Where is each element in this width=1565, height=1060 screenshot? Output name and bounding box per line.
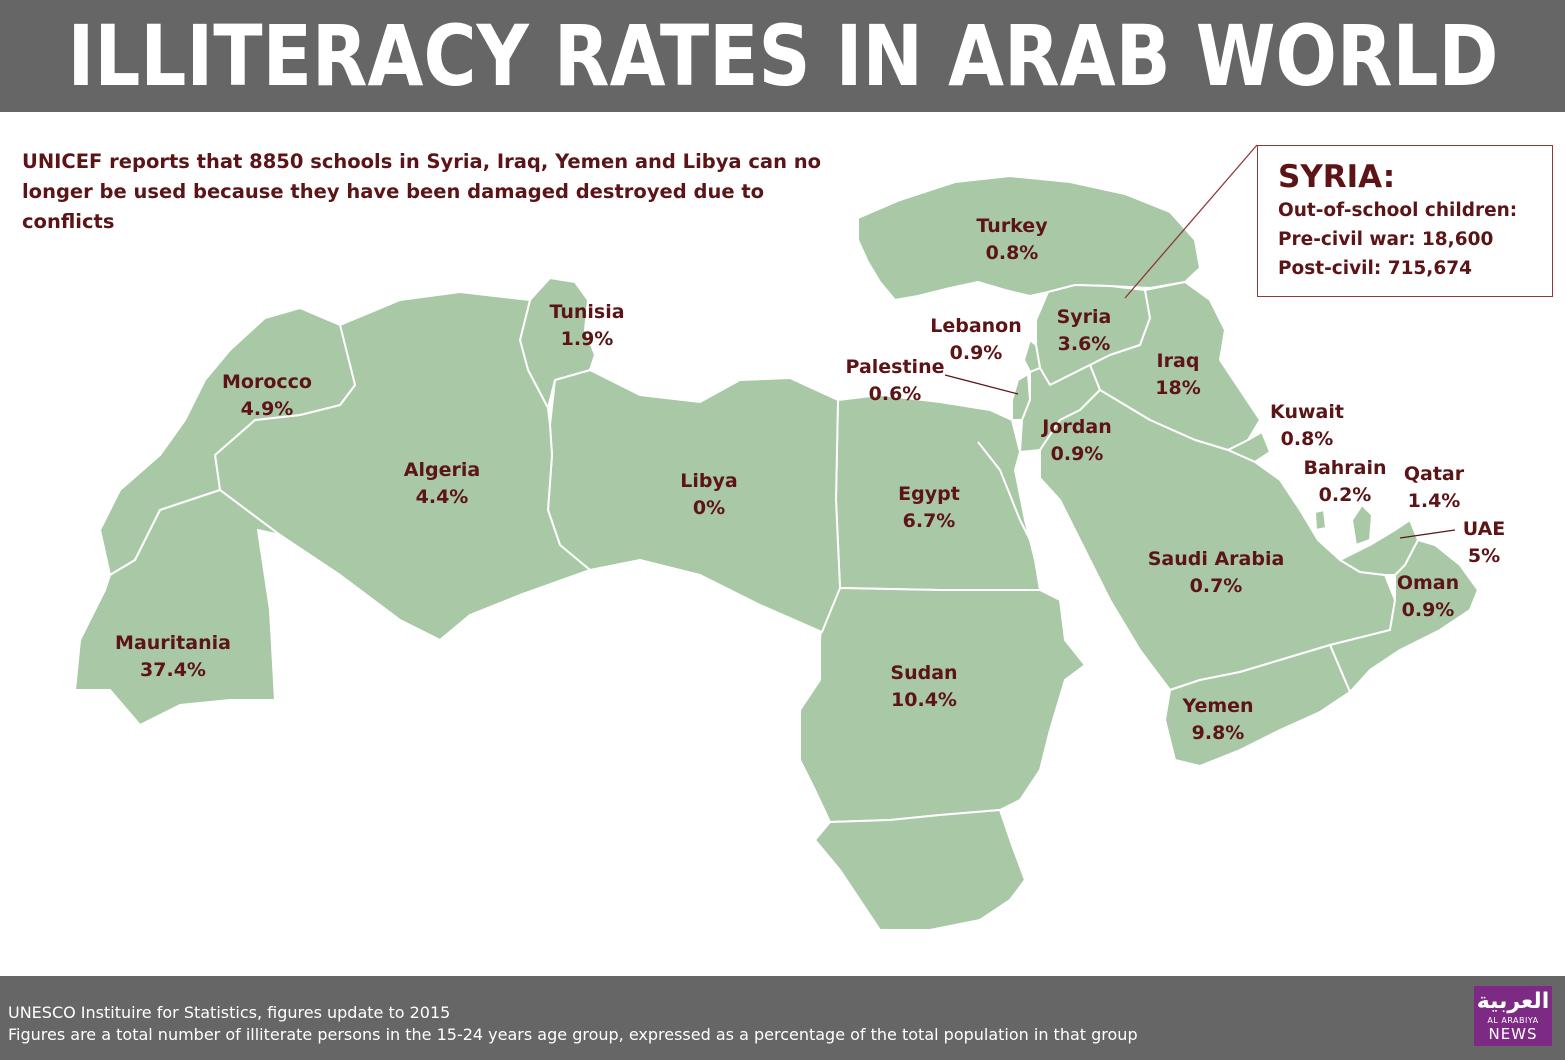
label-saudi-arabia: Saudi Arabia 0.7% bbox=[1147, 548, 1285, 597]
label-oman: Oman 0.9% bbox=[1396, 572, 1460, 621]
al-arabiya-logo: العربية AL ARABIYA NEWS bbox=[1474, 986, 1552, 1046]
label-turkey: Turkey 0.8% bbox=[976, 215, 1048, 264]
page-title: ILLITERACY RATES IN ARAB WORLD bbox=[66, 7, 1499, 105]
syria-info-box: SYRIA: Out-of-school children: Pre-civil… bbox=[1257, 145, 1553, 297]
label-iraq: Iraq 18% bbox=[1155, 350, 1201, 399]
label-lebanon: Lebanon 0.9% bbox=[930, 315, 1022, 364]
logo-line2: NEWS bbox=[1488, 1025, 1538, 1043]
intro-text: UNICEF reports that 8850 schools in Syri… bbox=[22, 150, 822, 233]
label-morocco: Morocco 4.9% bbox=[222, 371, 312, 420]
persian-gulf bbox=[1269, 451, 1306, 496]
label-algeria: Algeria 4.4% bbox=[403, 459, 481, 508]
label-egypt: Egypt 6.7% bbox=[898, 483, 960, 532]
red-sea bbox=[977, 441, 1151, 701]
label-mauritania: Mauritania 37.4% bbox=[115, 632, 231, 681]
palestine-callout-line bbox=[944, 374, 1019, 395]
label-bahrain: Bahrain 0.2% bbox=[1303, 457, 1387, 506]
country-bahrain[interactable] bbox=[1314, 509, 1327, 531]
country-qatar[interactable] bbox=[1351, 504, 1373, 546]
label-libya: Libya 0% bbox=[680, 470, 738, 519]
syria-box-line: Post-civil: 715,674 bbox=[1278, 258, 1472, 279]
label-kuwait: Kuwait 0.8% bbox=[1270, 401, 1344, 450]
country-yemen[interactable] bbox=[1164, 644, 1351, 767]
logo-line1: AL ARABIYA bbox=[1487, 1016, 1539, 1025]
label-qatar: Qatar 1.4% bbox=[1403, 463, 1465, 512]
label-jordan: Jordan 0.9% bbox=[1042, 416, 1112, 465]
label-uae: UAE 5% bbox=[1462, 518, 1506, 567]
label-palestine: Palestine 0.6% bbox=[845, 356, 945, 405]
uae-callout-line bbox=[1399, 529, 1456, 539]
country-oman[interactable] bbox=[1329, 539, 1479, 693]
syria-callout-line bbox=[1124, 144, 1258, 299]
label-syria: Syria 3.6% bbox=[1056, 306, 1112, 355]
footer-note: Figures are a total number of illiterate… bbox=[8, 1025, 1138, 1044]
label-sudan: Sudan 10.4% bbox=[890, 662, 958, 711]
country-south-sudan-area[interactable] bbox=[814, 809, 1026, 931]
logo-arabic-text: العربية bbox=[1476, 989, 1550, 1014]
footer-bar: UNESCO Instituire for Statistics, figure… bbox=[0, 976, 1565, 1060]
footer-source: UNESCO Instituire for Statistics, figure… bbox=[8, 1003, 451, 1022]
country-mauritania[interactable] bbox=[74, 489, 281, 726]
label-yemen: Yemen 9.8% bbox=[1182, 695, 1254, 744]
title-bar: ILLITERACY RATES IN ARAB WORLD bbox=[0, 0, 1565, 112]
syria-box-line: Pre-civil war: 18,600 bbox=[1278, 229, 1494, 250]
syria-box-title: SYRIA: bbox=[1278, 159, 1396, 195]
syria-box-line: Out-of-school children: bbox=[1278, 200, 1518, 221]
label-tunisia: Tunisia 1.9% bbox=[549, 301, 625, 350]
